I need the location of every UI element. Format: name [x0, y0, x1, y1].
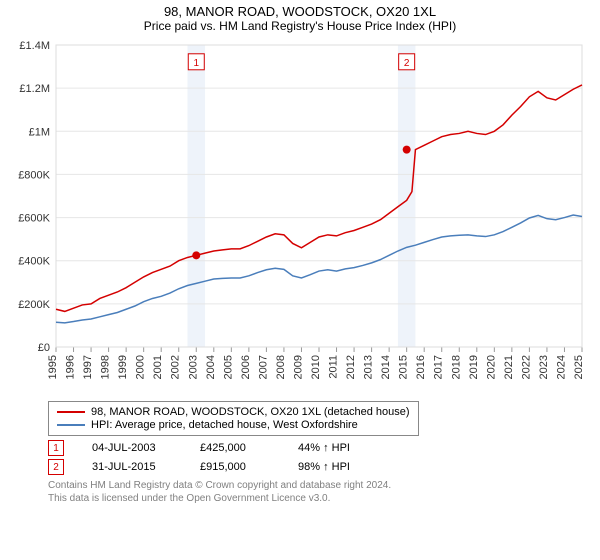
- sale-price: £915,000: [200, 461, 270, 473]
- svg-text:1999: 1999: [117, 355, 129, 379]
- svg-text:1995: 1995: [47, 355, 59, 379]
- svg-text:1998: 1998: [100, 355, 112, 379]
- svg-text:£400K: £400K: [18, 256, 50, 268]
- svg-text:1996: 1996: [65, 355, 77, 379]
- chart-area: £0 £200K £400K £600K £800K £1M £1.2M £1.4M 1995 1…: [8, 35, 592, 395]
- svg-text:2018: 2018: [450, 355, 462, 379]
- svg-text:2011: 2011: [328, 355, 340, 379]
- svg-text:2007: 2007: [257, 355, 269, 379]
- svg-text:2020: 2020: [485, 355, 497, 379]
- svg-text:£1.4M: £1.4M: [19, 40, 50, 52]
- svg-text:2: 2: [404, 58, 410, 69]
- svg-text:£800K: £800K: [18, 169, 50, 181]
- svg-text:2002: 2002: [170, 355, 182, 379]
- svg-text:2015: 2015: [398, 355, 410, 379]
- svg-text:£1M: £1M: [29, 126, 50, 138]
- svg-text:2000: 2000: [135, 355, 147, 379]
- svg-text:2012: 2012: [345, 355, 357, 379]
- sale-row: 2 31-JUL-2015 £915,000 98% ↑ HPI: [48, 459, 592, 475]
- legend-swatch-1: [57, 411, 85, 413]
- svg-text:2010: 2010: [310, 355, 322, 379]
- svg-text:2014: 2014: [380, 355, 392, 379]
- sale-delta: 44% ↑ HPI: [298, 442, 350, 454]
- footer-line: This data is licensed under the Open Gov…: [48, 492, 592, 505]
- svg-text:2003: 2003: [187, 355, 199, 379]
- svg-text:£600K: £600K: [18, 213, 50, 225]
- svg-text:£1.2M: £1.2M: [19, 83, 50, 95]
- sale-delta: 98% ↑ HPI: [298, 461, 350, 473]
- svg-text:2017: 2017: [433, 355, 445, 379]
- svg-text:£200K: £200K: [18, 299, 50, 311]
- svg-text:2019: 2019: [468, 355, 480, 379]
- legend-row-1: 98, MANOR ROAD, WOODSTOCK, OX20 1XL (det…: [57, 406, 410, 418]
- footer-line: Contains HM Land Registry data © Crown c…: [48, 479, 592, 492]
- legend: 98, MANOR ROAD, WOODSTOCK, OX20 1XL (det…: [48, 401, 419, 436]
- legend-label-1: 98, MANOR ROAD, WOODSTOCK, OX20 1XL (det…: [91, 406, 410, 418]
- sale-num-icon: 2: [48, 459, 64, 475]
- sale-date: 04-JUL-2003: [92, 442, 172, 454]
- svg-text:2004: 2004: [205, 355, 217, 379]
- svg-text:2022: 2022: [520, 355, 532, 379]
- sale-price: £425,000: [200, 442, 270, 454]
- svg-text:2024: 2024: [555, 355, 567, 379]
- svg-text:2025: 2025: [573, 355, 585, 379]
- svg-text:2021: 2021: [503, 355, 515, 379]
- svg-text:2023: 2023: [538, 355, 550, 379]
- sale-date: 31-JUL-2015: [92, 461, 172, 473]
- svg-text:1997: 1997: [82, 355, 94, 379]
- svg-text:2009: 2009: [292, 355, 304, 379]
- sales-list: 1 04-JUL-2003 £425,000 44% ↑ HPI 2 31-JU…: [48, 440, 592, 475]
- svg-text:2005: 2005: [222, 355, 234, 379]
- sale-num-icon: 1: [48, 440, 64, 456]
- legend-swatch-2: [57, 424, 85, 426]
- svg-text:£0: £0: [38, 342, 50, 354]
- legend-label-2: HPI: Average price, detached house, West…: [91, 419, 358, 431]
- svg-text:2016: 2016: [415, 355, 427, 379]
- legend-row-2: HPI: Average price, detached house, West…: [57, 419, 410, 431]
- sale-row: 1 04-JUL-2003 £425,000 44% ↑ HPI: [48, 440, 592, 456]
- page-title: 98, MANOR ROAD, WOODSTOCK, OX20 1XL: [8, 4, 592, 19]
- page-subtitle: Price paid vs. HM Land Registry's House …: [8, 19, 592, 33]
- footer: Contains HM Land Registry data © Crown c…: [48, 479, 592, 505]
- svg-text:2006: 2006: [240, 355, 252, 379]
- line-chart: £0 £200K £400K £600K £800K £1M £1.2M £1.4M 1995 1…: [8, 35, 592, 395]
- svg-text:2008: 2008: [275, 355, 287, 379]
- svg-text:2001: 2001: [152, 355, 164, 379]
- svg-text:2013: 2013: [363, 355, 375, 379]
- svg-text:1: 1: [193, 58, 199, 69]
